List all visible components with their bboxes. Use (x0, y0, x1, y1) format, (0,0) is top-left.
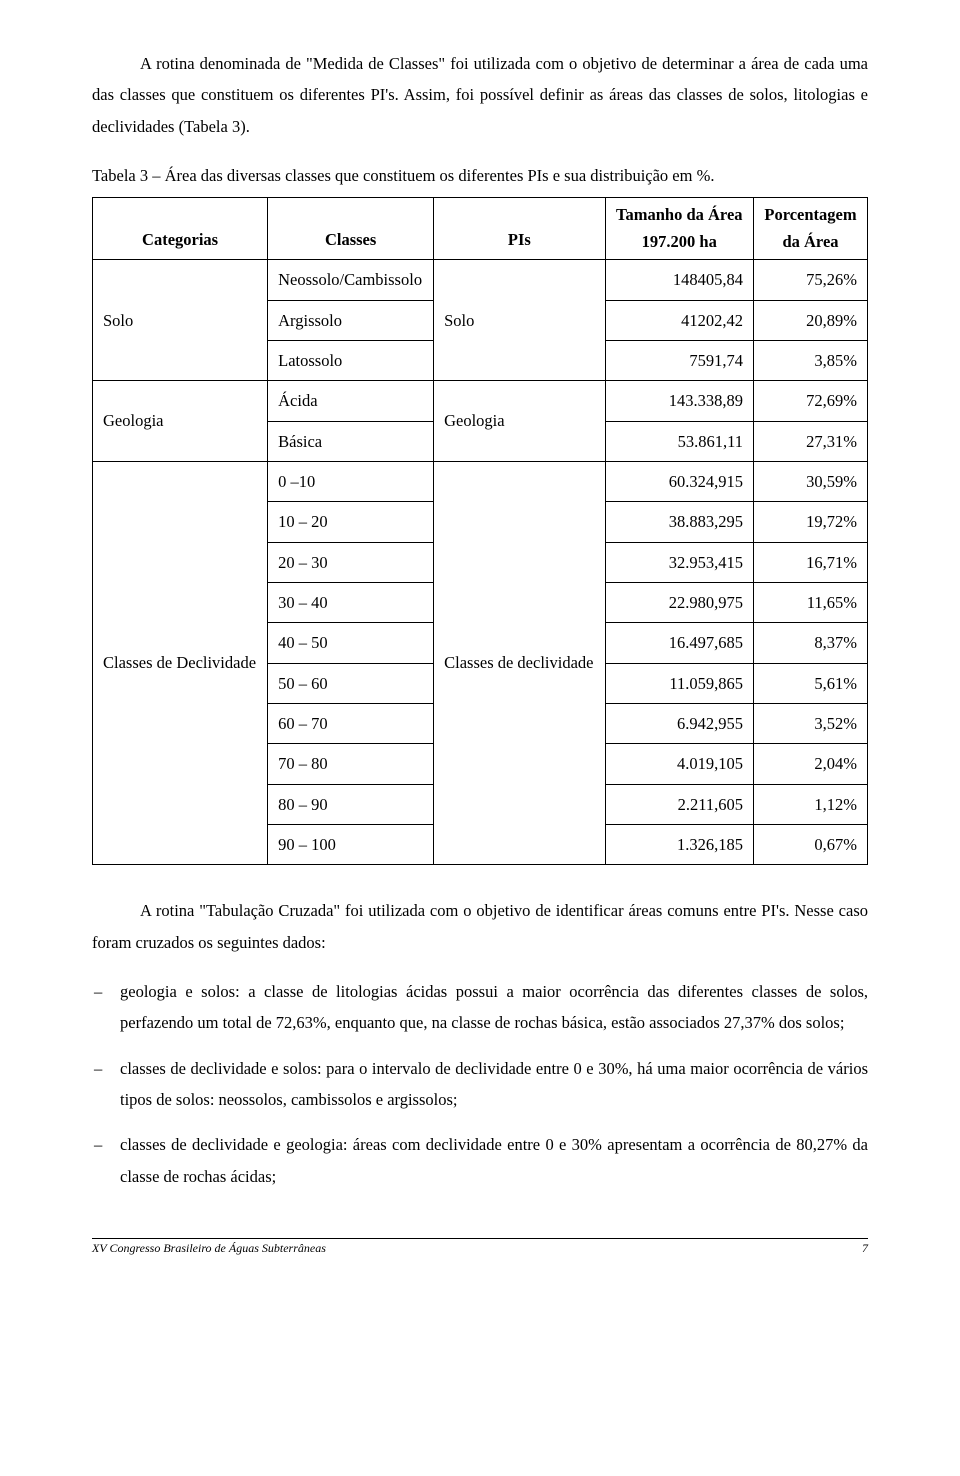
th-area-line1: Tamanho da Área (616, 205, 743, 224)
cell-category-declividade: Classes de Declividade (93, 461, 268, 864)
cell-pct: 8,37% (754, 623, 868, 663)
cell-pi-declividade: Classes de declividade (434, 461, 605, 864)
cell-class: Neossolo/Cambissolo (268, 260, 434, 300)
th-pct-line2: da Área (782, 232, 838, 251)
table-3: Categorias Classes PIs Tamanho da Área 1… (92, 197, 868, 865)
page-footer: XV Congresso Brasileiro de Águas Subterr… (92, 1238, 868, 1255)
cell-pct: 30,59% (754, 461, 868, 501)
cell-pct: 16,71% (754, 542, 868, 582)
body-paragraph: A rotina denominada de "Medida de Classe… (92, 48, 868, 142)
th-area-line2: 197.200 ha (642, 232, 717, 251)
list-item: classes de declividade e geologia: áreas… (92, 1129, 868, 1192)
cell-class: 40 – 50 (268, 623, 434, 663)
cell-pi-geologia: Geologia (434, 381, 605, 462)
cell-pct: 72,69% (754, 381, 868, 421)
cell-pct: 0,67% (754, 824, 868, 864)
cell-pi-solo: Solo (434, 260, 605, 381)
th-classes: Classes (268, 198, 434, 260)
cell-area: 148405,84 (605, 260, 753, 300)
list-item: classes de declividade e solos: para o i… (92, 1053, 868, 1116)
cell-class: 80 – 90 (268, 784, 434, 824)
cell-pct: 5,61% (754, 663, 868, 703)
table-row: Solo Neossolo/Cambissolo Solo 148405,84 … (93, 260, 868, 300)
th-categorias: Categorias (93, 198, 268, 260)
cell-class: 30 – 40 (268, 582, 434, 622)
cell-class: 70 – 80 (268, 744, 434, 784)
table-caption: Tabela 3 – Área das diversas classes que… (92, 160, 868, 191)
cell-area: 38.883,295 (605, 502, 753, 542)
cell-area: 22.980,975 (605, 582, 753, 622)
table-row: Geologia Ácida Geologia 143.338,89 72,69… (93, 381, 868, 421)
list-item: geologia e solos: a classe de litologias… (92, 976, 868, 1039)
cell-class: 90 – 100 (268, 824, 434, 864)
th-pct-line1: Porcentagem (764, 205, 856, 224)
cell-area: 53.861,11 (605, 421, 753, 461)
cell-area: 143.338,89 (605, 381, 753, 421)
cell-class: 50 – 60 (268, 663, 434, 703)
cell-area: 41202,42 (605, 300, 753, 340)
cell-area: 11.059,865 (605, 663, 753, 703)
cell-area: 32.953,415 (605, 542, 753, 582)
cell-pct: 3,85% (754, 340, 868, 380)
cell-pct: 19,72% (754, 502, 868, 542)
cell-pct: 1,12% (754, 784, 868, 824)
cell-pct: 27,31% (754, 421, 868, 461)
cell-class: 0 –10 (268, 461, 434, 501)
cell-class: Argissolo (268, 300, 434, 340)
bullet-list: geologia e solos: a classe de litologias… (92, 976, 868, 1192)
cell-class: 10 – 20 (268, 502, 434, 542)
cell-class: Latossolo (268, 340, 434, 380)
cell-area: 60.324,915 (605, 461, 753, 501)
cell-class: 60 – 70 (268, 703, 434, 743)
page-number: 7 (862, 1241, 868, 1255)
cell-pct: 11,65% (754, 582, 868, 622)
th-pct: Porcentagem da Área (754, 198, 868, 260)
cell-area: 2.211,605 (605, 784, 753, 824)
cell-category-solo: Solo (93, 260, 268, 381)
cell-area: 7591,74 (605, 340, 753, 380)
cell-class: Básica (268, 421, 434, 461)
cell-class: Ácida (268, 381, 434, 421)
th-pis: PIs (434, 198, 605, 260)
cell-pct: 3,52% (754, 703, 868, 743)
footer-text: XV Congresso Brasileiro de Águas Subterr… (92, 1241, 326, 1255)
cell-area: 4.019,105 (605, 744, 753, 784)
th-area: Tamanho da Área 197.200 ha (605, 198, 753, 260)
cell-pct: 2,04% (754, 744, 868, 784)
cell-category-geologia: Geologia (93, 381, 268, 462)
cell-area: 1.326,185 (605, 824, 753, 864)
cell-area: 16.497,685 (605, 623, 753, 663)
body-paragraph: A rotina "Tabulação Cruzada" foi utiliza… (92, 895, 868, 958)
cell-pct: 75,26% (754, 260, 868, 300)
cell-class: 20 – 30 (268, 542, 434, 582)
table-header-row: Categorias Classes PIs Tamanho da Área 1… (93, 198, 868, 260)
cell-pct: 20,89% (754, 300, 868, 340)
cell-area: 6.942,955 (605, 703, 753, 743)
table-row: Classes de Declividade 0 –10 Classes de … (93, 461, 868, 501)
